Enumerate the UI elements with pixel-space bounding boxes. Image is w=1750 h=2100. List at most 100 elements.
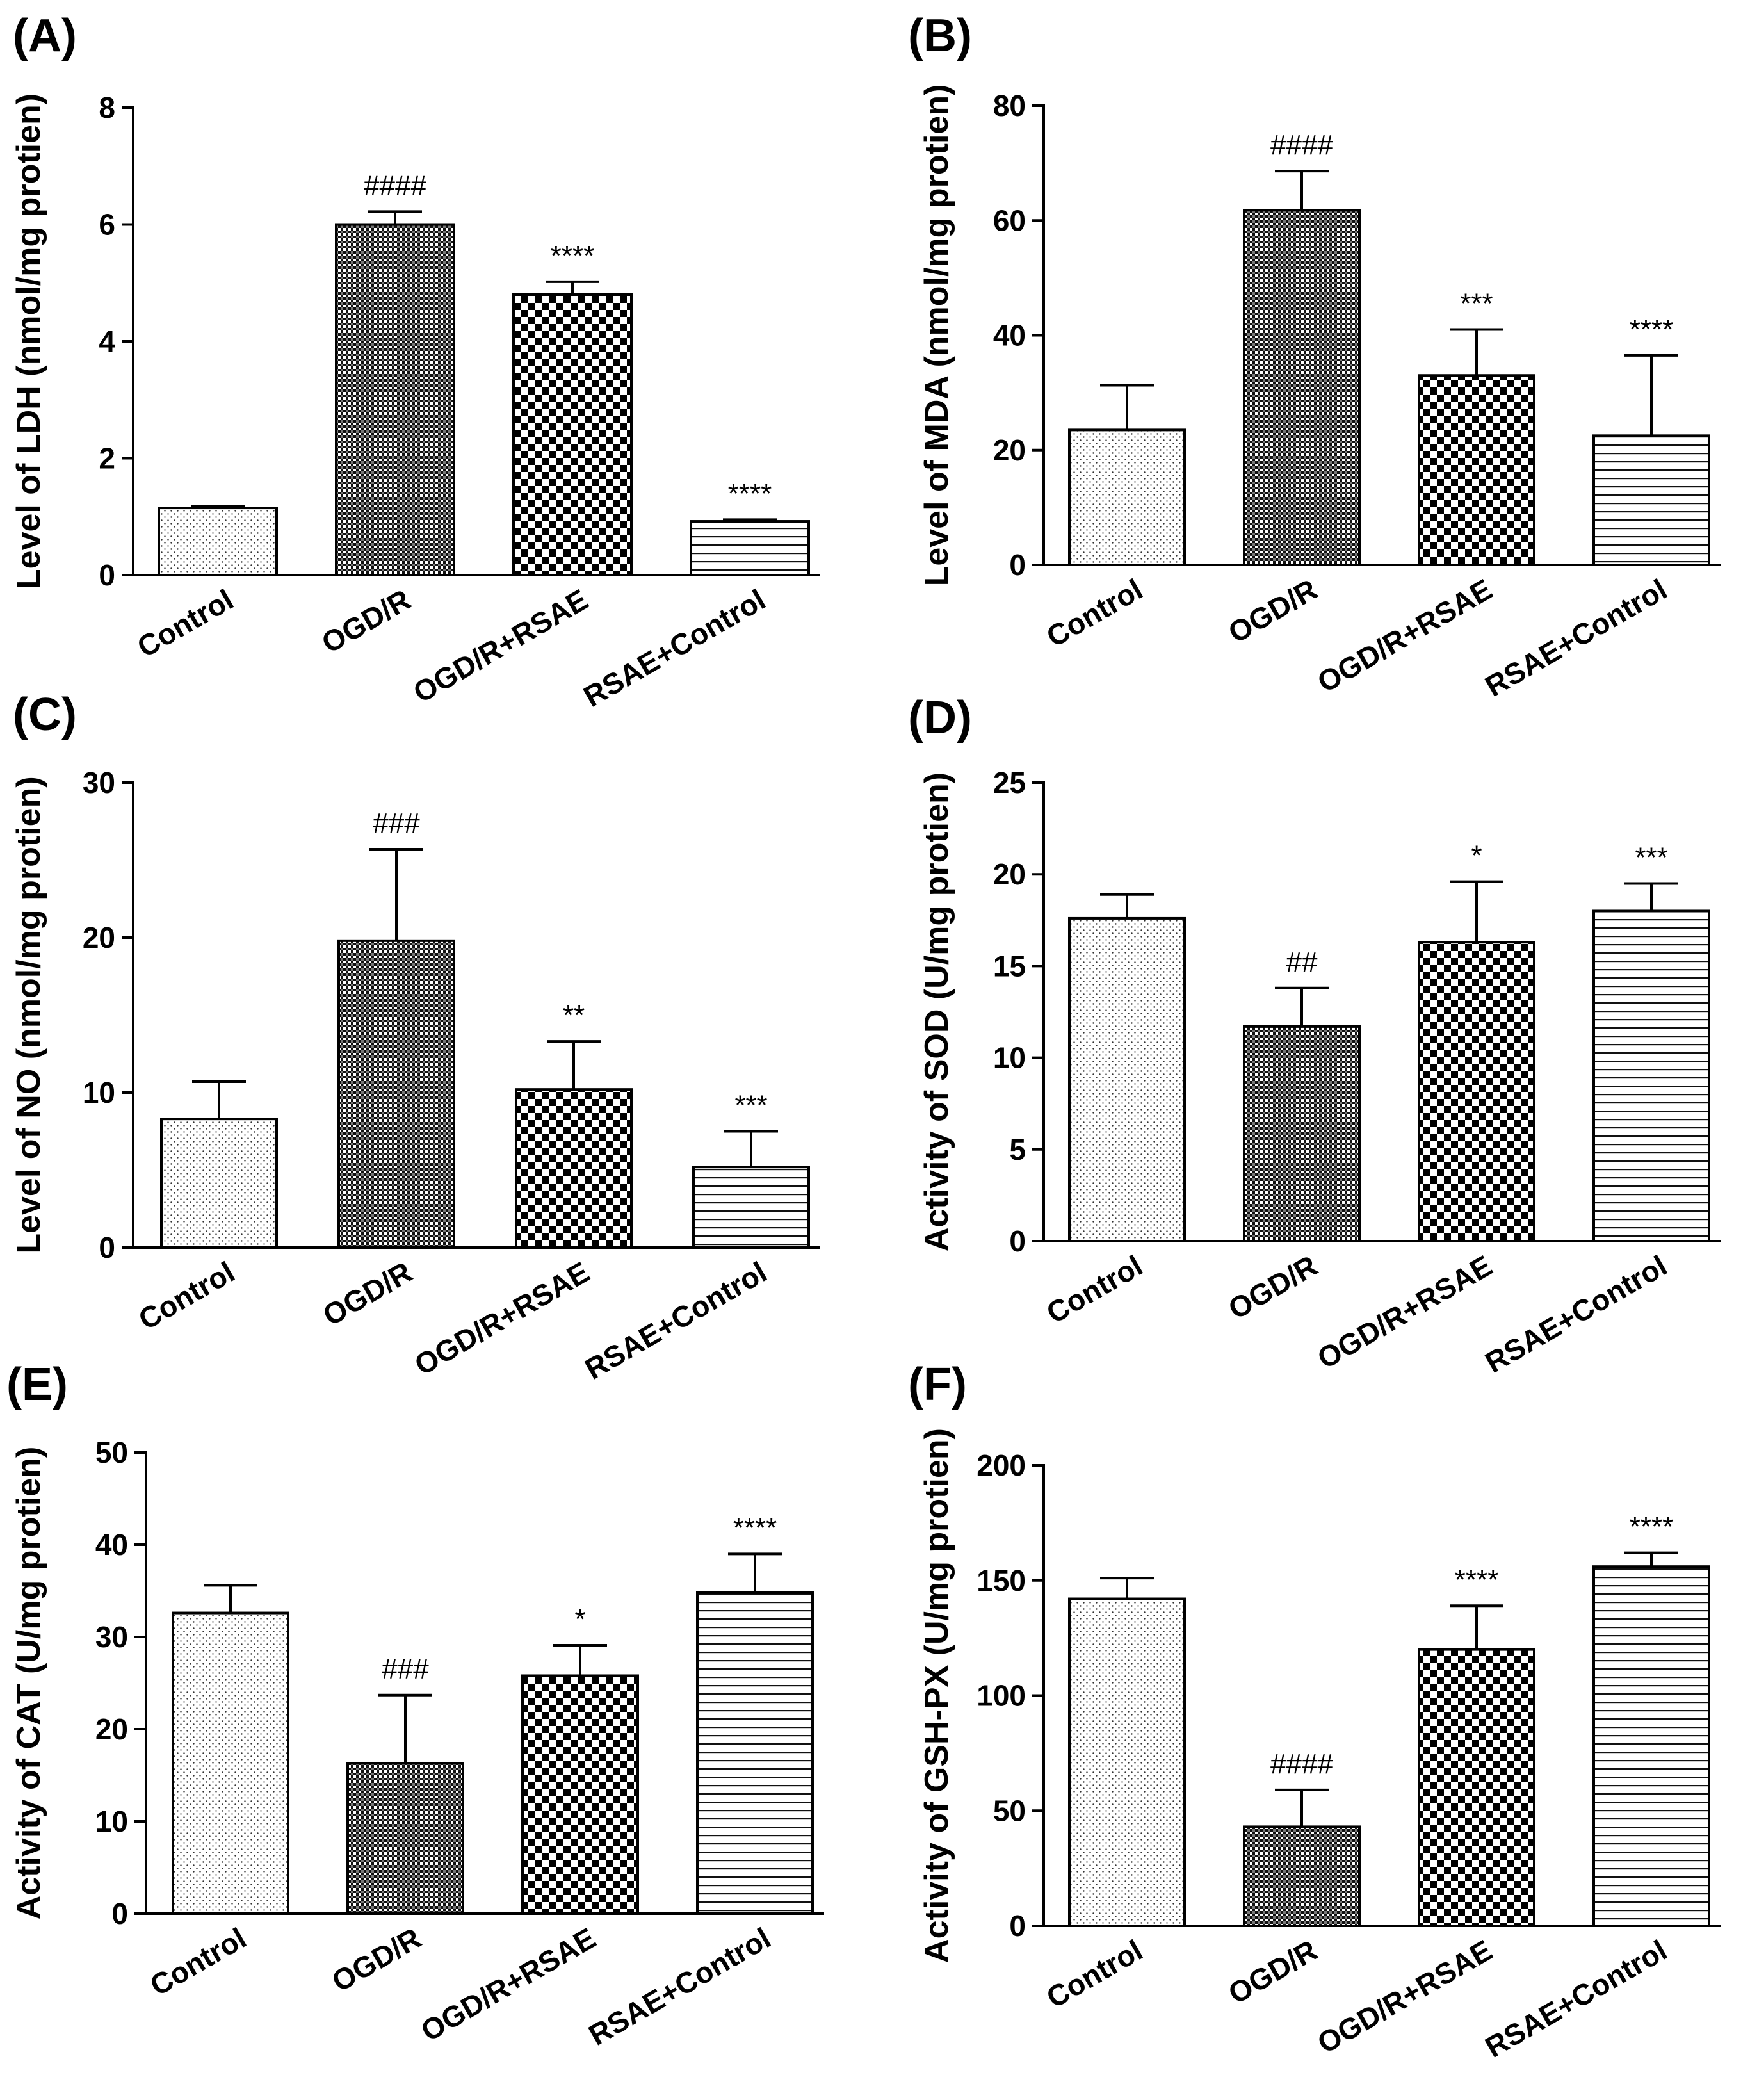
- significance-label: ***: [734, 1090, 767, 1121]
- x-tick-label: Control: [1041, 1933, 1148, 2015]
- y-axis-label: Activity of CAT (U/mg protien): [10, 1447, 47, 1920]
- significance-label: ***: [1635, 842, 1667, 874]
- chart-panel-4: (D) Activity of SOD (U/mg protien) 0 5 10 15 2…: [908, 692, 1721, 1380]
- chart-panel-2: (B) Level of MDA (nmol/mg protien) 0 20 40 60…: [908, 10, 1721, 703]
- bar-ogd-r: [1243, 1825, 1361, 1928]
- bar-control: [160, 1118, 278, 1249]
- y-tick-label: 5: [1009, 1133, 1026, 1166]
- x-tick-label: Control: [144, 1921, 252, 2003]
- x-tick-label: OGD/R: [317, 1255, 417, 1332]
- bar-ogd-r: [335, 223, 455, 576]
- chart-panel-1: (A) Level of LDH (nmol/mg protien) 0 2 4 6 8 Co…: [10, 10, 820, 713]
- bar-rsae-control: [692, 1166, 810, 1249]
- y-tick-label: 10: [95, 1805, 128, 1838]
- significance-label: **: [563, 1000, 585, 1031]
- x-tick-label: Control: [133, 1255, 240, 1337]
- x-tick-label: OGD/R: [1222, 1933, 1323, 2010]
- y-tick-label: 100: [976, 1679, 1026, 1713]
- y-axis-label: Activity of SOD (U/mg protien): [918, 772, 955, 1251]
- significance-label: ###: [373, 808, 420, 839]
- y-tick-label: 0: [111, 1897, 128, 1930]
- bar-ogd-r: [1243, 1025, 1361, 1242]
- y-tick-label: 30: [95, 1620, 128, 1654]
- bar-rsae-control: [690, 520, 810, 576]
- significance-label: ****: [728, 478, 772, 509]
- y-axis-label: Level of NO (nmol/mg protien): [10, 776, 47, 1253]
- y-axis-label: Activity of GSH-PX (U/mg protien): [918, 1428, 955, 1963]
- y-tick-label: 0: [1009, 548, 1026, 582]
- y-tick-label: 0: [99, 1231, 115, 1264]
- bar-rsae-control: [1592, 434, 1710, 566]
- panel-label: (D): [908, 692, 972, 744]
- significance-label: ####: [364, 170, 426, 201]
- bar-ogd-r-rsae: [1418, 1648, 1535, 1928]
- x-tick-label: OGD/R: [326, 1921, 426, 1998]
- y-axis-label: Level of MDA (nmol/mg protien): [918, 85, 955, 587]
- x-tick-label: RSAE+Control: [583, 1921, 776, 2052]
- bar-ogd-r-rsae: [515, 1088, 633, 1249]
- x-tick-label: OGD/R+RSAE: [415, 1921, 601, 2048]
- y-tick-label: 20: [993, 858, 1026, 891]
- panel-label: (C): [13, 689, 77, 740]
- x-tick-label: OGD/R+RSAE: [1311, 1249, 1498, 1376]
- significance-label: *: [574, 1604, 585, 1635]
- y-tick-label: 25: [993, 766, 1026, 799]
- significance-label: ####: [1270, 1748, 1333, 1780]
- chart-panel-6: (F) Activity of GSH-PX (U/mg protien) 0 50 1…: [908, 1359, 1721, 2064]
- panel-label: (E): [6, 1359, 68, 1410]
- y-tick-label: 10: [83, 1076, 115, 1109]
- y-tick-label: 60: [993, 204, 1026, 237]
- panel-label: (B): [908, 10, 972, 61]
- x-tick-label: RSAE+Control: [579, 1255, 772, 1386]
- bar-ogd-r-rsae: [1418, 941, 1535, 1242]
- panel-label: (A): [13, 10, 77, 61]
- bar-control: [1068, 916, 1186, 1243]
- x-tick-label: OGD/R: [316, 583, 416, 660]
- x-tick-label: Control: [1041, 573, 1148, 654]
- x-tick-label: RSAE+Control: [1479, 573, 1673, 703]
- x-tick-label: Control: [131, 583, 239, 664]
- bar-ogd-r: [1243, 209, 1361, 566]
- x-tick-label: Control: [1041, 1249, 1148, 1330]
- panel-label: (F): [908, 1359, 967, 1410]
- chart-panel-3: (C) Level of NO (nmol/mg protien) 0 10 20 30 C…: [10, 689, 820, 1386]
- y-tick-label: 20: [83, 921, 115, 954]
- bar-rsae-control: [1592, 909, 1710, 1242]
- y-tick-label: 30: [83, 766, 115, 799]
- bar-ogd-r-rsae: [512, 293, 633, 576]
- y-tick-label: 80: [993, 89, 1026, 122]
- x-tick-label: OGD/R+RSAE: [1311, 1933, 1498, 2060]
- bar-ogd-r: [337, 939, 455, 1249]
- x-tick-label: RSAE+Control: [1479, 1249, 1673, 1380]
- y-tick-label: 15: [993, 949, 1026, 982]
- significance-label: ****: [1455, 1564, 1499, 1595]
- chart-panel-5: (E) Activity of CAT (U/mg protien) 0 10 20 30…: [6, 1359, 824, 2052]
- y-tick-label: 8: [99, 91, 115, 124]
- y-tick-label: 2: [99, 442, 115, 475]
- bar-ogd-r-rsae: [521, 1674, 639, 1915]
- y-tick-label: 20: [993, 434, 1026, 467]
- bar-ogd-r: [346, 1762, 464, 1916]
- x-tick-label: OGD/R+RSAE: [407, 583, 594, 710]
- y-tick-label: 0: [99, 558, 115, 592]
- y-tick-label: 40: [95, 1528, 128, 1561]
- significance-label: ####: [1270, 129, 1333, 161]
- x-tick-label: RSAE+Control: [578, 583, 771, 713]
- x-tick-label: OGD/R: [1222, 573, 1323, 649]
- significance-label: *: [1471, 840, 1482, 872]
- y-tick-label: 50: [993, 1794, 1026, 1827]
- bar-rsae-control: [696, 1591, 814, 1915]
- bar-control: [1068, 1597, 1186, 1927]
- significance-label: ###: [382, 1654, 429, 1685]
- significance-label: ****: [1630, 314, 1674, 345]
- y-tick-label: 150: [976, 1564, 1026, 1597]
- bar-rsae-control: [1592, 1565, 1710, 1927]
- y-tick-label: 20: [95, 1713, 128, 1746]
- bar-control: [158, 507, 278, 576]
- panels: (A) Level of LDH (nmol/mg protien) 0 2 4 6 8 Co…: [6, 10, 1721, 2064]
- y-tick-label: 40: [993, 319, 1026, 352]
- y-tick-label: 0: [1009, 1909, 1026, 1942]
- x-tick-label: OGD/R+RSAE: [409, 1255, 595, 1382]
- bar-ogd-r-rsae: [1418, 374, 1535, 566]
